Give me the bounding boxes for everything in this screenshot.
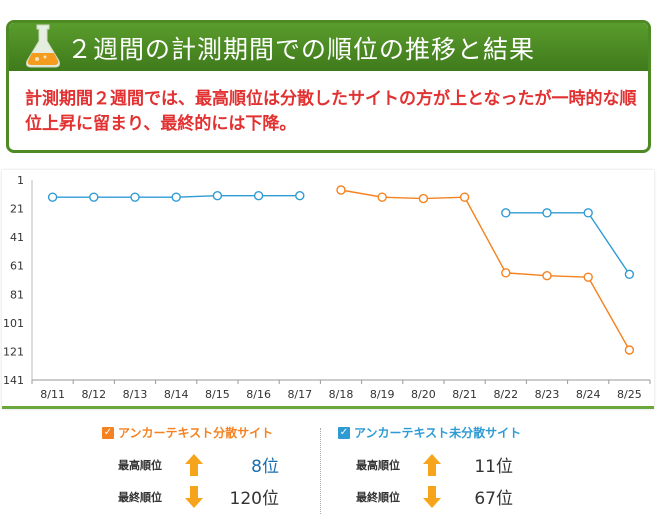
series-line-segment [423, 196, 465, 200]
x-tick-label: 8/23 [535, 388, 560, 401]
legend-undispersed-title-row: ✓ アンカーテキスト未分散サイト [338, 424, 521, 441]
undispersed-best-value: 11 [474, 457, 496, 477]
data-point [212, 191, 223, 201]
legend-dispersed-title: アンカーテキスト分散サイト [118, 426, 274, 440]
data-point [171, 192, 181, 202]
final-rank-value-wrap: 120位 [222, 484, 279, 509]
x-tick-label: 8/20 [411, 388, 436, 401]
final-rank-label: 最終順位 [118, 490, 162, 504]
undispersed-best-row: 最高順位 11位 [356, 452, 513, 477]
dispersed-final-row: 最終順位 120位 [118, 484, 279, 509]
undispersed-final-row: 最終順位 67位 [356, 484, 513, 509]
flask-icon [26, 24, 60, 68]
y-tick-label: 21 [10, 203, 24, 216]
best-rank-value-wrap: 11位 [464, 452, 513, 477]
series-line-segment [382, 196, 424, 200]
legend-undispersed: ✓ アンカーテキスト未分散サイト [338, 424, 521, 441]
dispersed-best-row: 最高順位 8位 [118, 452, 279, 477]
data-point [336, 185, 346, 195]
best-rank-label: 最高順位 [118, 458, 162, 472]
series-line-segment [176, 195, 218, 198]
legend-undispersed-title: アンカーテキスト未分散サイト [354, 426, 522, 440]
data-point [542, 208, 552, 218]
x-tick-label: 8/17 [287, 388, 312, 401]
data-point [583, 272, 593, 282]
x-tick-label: 8/25 [617, 388, 642, 401]
checkbox-icon: ✓ [102, 426, 114, 439]
y-tick-label: 1 [17, 174, 24, 187]
page-title: ２週間の計測期間での順位の推移と結果 [67, 35, 536, 64]
legend-dispersed: ✓ アンカーテキスト分散サイト [102, 424, 273, 441]
data-point [501, 268, 511, 278]
down-arrow-icon [185, 485, 203, 508]
y-tick-label: 61 [10, 260, 24, 273]
y-tick-label: 81 [10, 288, 24, 301]
x-tick-label: 8/21 [452, 388, 477, 401]
final-rank-value-wrap: 67位 [464, 484, 513, 509]
x-tick-label: 8/15 [205, 388, 230, 401]
header-panel: ２週間の計測期間での順位の推移と結果 計測期間２週間では、最高順位は分散したサイ… [6, 20, 651, 153]
checkbox-icon: ✓ [338, 426, 350, 439]
data-point [130, 192, 140, 202]
x-tick-label: 8/22 [493, 388, 518, 401]
data-point [253, 191, 264, 201]
y-tick-label: 121 [3, 345, 24, 358]
data-point [583, 208, 593, 218]
data-point [47, 192, 58, 202]
up-arrow-icon [423, 453, 441, 476]
data-point [501, 208, 511, 218]
data-point [377, 192, 387, 202]
x-tick-label: 8/19 [370, 388, 395, 401]
rank-unit: 位 [262, 457, 279, 477]
data-point [542, 271, 552, 281]
summary-text: 計測期間２週間では、最高順位は分散したサイトの方が上となったが一時的な順位上昇に… [25, 89, 637, 134]
data-point [624, 269, 635, 279]
down-arrow-icon [423, 485, 441, 508]
series-line-segment [587, 276, 631, 351]
up-arrow-icon [185, 453, 203, 476]
y-tick-label: 41 [10, 231, 24, 244]
data-point [624, 345, 635, 355]
rank-unit: 位 [496, 457, 513, 477]
best-rank-value-wrap: 8位 [222, 452, 279, 477]
rank-unit: 位 [262, 489, 279, 509]
series-line-segment [587, 212, 630, 275]
chart-panel: 1 21 41 61 81 101 121 141 8/11 8/12 8/13 8/14 8/15 8/… [2, 170, 654, 409]
data-point [418, 193, 429, 204]
final-rank-label: 最終順位 [356, 490, 400, 504]
rank-unit: 位 [496, 489, 513, 509]
x-tick-label: 8/13 [123, 388, 148, 401]
header-bar [9, 23, 648, 71]
x-tick-label: 8/24 [576, 388, 601, 401]
x-tick-label: 8/14 [164, 388, 189, 401]
x-tick-label: 8/18 [329, 388, 354, 401]
dispersed-best-value: 8 [251, 457, 262, 477]
series-line-segment [340, 189, 383, 198]
dispersed-final-value: 120 [229, 489, 262, 509]
x-tick-label: 8/16 [246, 388, 271, 401]
legend-dispersed-title-row: ✓ アンカーテキスト分散サイト [102, 424, 273, 441]
best-rank-label: 最高順位 [356, 458, 400, 472]
series-line-segment [505, 272, 548, 277]
series-line-segment [463, 196, 507, 274]
undispersed-final-value: 67 [474, 489, 496, 509]
y-tick-label: 101 [3, 317, 24, 330]
legend-divider [320, 428, 321, 514]
y-tick-label: 141 [3, 374, 24, 387]
x-tick-label: 8/11 [40, 388, 65, 401]
data-point [459, 192, 470, 202]
x-tick-label: 8/12 [81, 388, 106, 401]
data-point [89, 192, 99, 202]
series-line-segment [546, 275, 589, 278]
data-point [295, 191, 305, 201]
